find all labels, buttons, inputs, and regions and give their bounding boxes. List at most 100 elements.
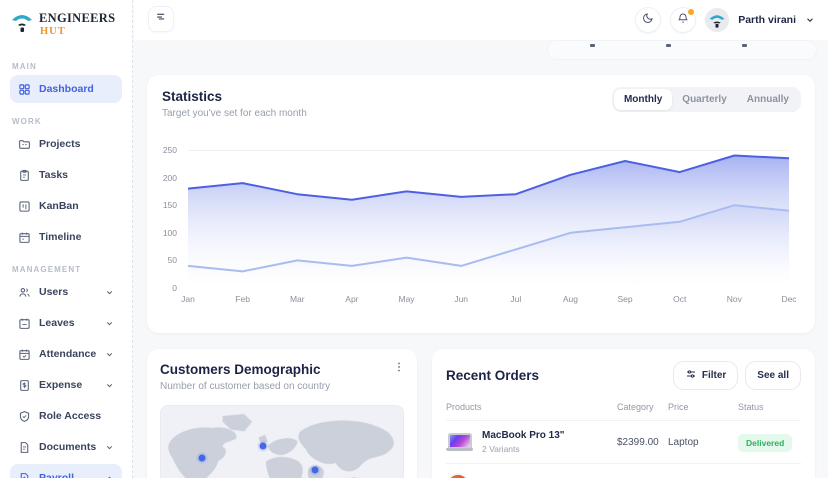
kebab-menu-icon[interactable]: [393, 361, 405, 373]
sidebar-item-users[interactable]: Users: [10, 278, 122, 306]
sidebar-item-tasks[interactable]: Tasks: [10, 161, 122, 189]
map-marker-united-states[interactable]: [198, 454, 206, 462]
y-axis-tick: 150: [162, 200, 177, 211]
demographic-card: Customers Demographic Number of customer…: [147, 349, 417, 478]
sidebar-item-dashboard[interactable]: Dashboard: [10, 75, 122, 103]
product-variants: 2 Variants: [482, 444, 520, 454]
x-axis-tick: Aug: [562, 294, 579, 304]
see-all-button[interactable]: See all: [745, 361, 801, 390]
x-axis-tick: Apr: [345, 294, 359, 304]
shield-check-icon: [18, 410, 31, 423]
tab-quarterly[interactable]: Quarterly: [682, 94, 727, 105]
topbar: Parth virani: [134, 0, 828, 40]
y-axis-tick: 50: [167, 255, 177, 266]
filter-button[interactable]: Filter: [672, 361, 739, 390]
chevron-down-icon: [105, 319, 114, 328]
x-axis-tick: Jan: [181, 294, 195, 304]
scrolled-card-peek: [547, 40, 817, 60]
order-row[interactable]: Apple Watch Ultra: [446, 464, 801, 478]
statistics-card: Statistics Target you've set for each mo…: [147, 75, 815, 333]
calendar-check-icon: [18, 348, 31, 361]
x-axis-tick: Jun: [454, 294, 469, 304]
sidebar-toggle-button[interactable]: [148, 6, 174, 32]
dark-mode-button[interactable]: [635, 7, 662, 33]
x-axis-tick: Oct: [673, 294, 687, 304]
sidebar: ENGINEERS HUT MAIN Dashboard WORK Projec…: [0, 0, 133, 478]
tab-monthly[interactable]: Monthly: [613, 89, 673, 110]
sidebar-item-label: Projects: [39, 138, 81, 150]
chevron-down-icon: [105, 288, 114, 297]
sidebar-item-leaves[interactable]: Leaves: [10, 309, 122, 337]
sidebar-item-projects[interactable]: Projects: [10, 130, 122, 158]
sidebar-item-label: Documents: [39, 441, 97, 453]
clipboard-icon: [18, 169, 31, 182]
product-name: MacBook Pro 13": [482, 430, 565, 441]
avatar[interactable]: [705, 8, 730, 32]
map-marker-india[interactable]: [311, 466, 319, 474]
sidebar-item-label: Role Access: [39, 410, 102, 422]
sidebar-item-label: KanBan: [39, 200, 79, 212]
folder-icon: [18, 138, 31, 151]
brand-logo[interactable]: ENGINEERS HUT: [10, 8, 132, 48]
calendar-icon: [18, 231, 31, 244]
sidebar-item-label: Leaves: [39, 317, 75, 329]
sidebar-item-label: Dashboard: [39, 83, 94, 95]
x-axis-tick: Jul: [510, 294, 522, 304]
col-price: Price: [668, 402, 689, 412]
filter-label: Filter: [701, 370, 727, 381]
chevron-up-icon: [105, 474, 114, 478]
y-axis-tick: 0: [172, 283, 177, 293]
macbook-thumb: [446, 432, 473, 452]
sidebar-item-label: Attendance: [39, 348, 97, 360]
chevron-down-icon: [105, 350, 114, 359]
order-row[interactable]: MacBook Pro 13" 2 Variants $2399.00 Lapt…: [446, 421, 801, 464]
sidebar-item-label: Users: [39, 286, 69, 298]
users-icon: [18, 286, 31, 299]
y-axis-tick: 200: [162, 172, 177, 183]
x-axis-tick: Sep: [617, 294, 633, 304]
invoice-icon: [18, 472, 31, 478]
y-axis-tick: 100: [162, 227, 177, 238]
world-map-graphic: [167, 413, 395, 478]
see-all-label: See all: [757, 370, 789, 381]
notification-badge: [688, 9, 695, 15]
section-label-work: WORK: [12, 117, 42, 126]
chevron-down-icon: [105, 443, 114, 452]
map-marker-united-kingdom[interactable]: [259, 442, 267, 450]
brand-name-2: HUT: [40, 25, 66, 37]
x-axis-tick: Dec: [781, 294, 797, 304]
orders-title: Recent Orders: [446, 368, 540, 383]
x-axis-tick: Nov: [726, 294, 742, 304]
sidebar-item-expense[interactable]: Expense: [10, 371, 122, 399]
apple-watch-thumb: [446, 473, 470, 478]
receipt-dollar-icon: [18, 379, 31, 392]
demographic-subtitle: Number of customer based on country: [160, 381, 331, 392]
col-status: Status: [738, 402, 764, 412]
recent-orders-card: Recent Orders Filter See all Products Ca…: [432, 349, 815, 478]
sliders-icon: [685, 368, 697, 383]
x-axis-tick: Feb: [235, 294, 250, 304]
x-axis-tick: May: [398, 294, 415, 304]
house-roof-icon: [12, 15, 32, 32]
order-category: Laptop: [668, 436, 699, 448]
chevron-down-icon: [105, 381, 114, 390]
order-price: $2399.00: [617, 436, 659, 448]
notifications-button[interactable]: [670, 7, 697, 33]
sidebar-item-attendance[interactable]: Attendance: [10, 340, 122, 368]
sidebar-item-documents[interactable]: Documents: [10, 433, 122, 461]
user-name[interactable]: Parth virani: [738, 14, 796, 26]
tab-annually[interactable]: Annually: [746, 94, 789, 105]
sidebar-item-timeline[interactable]: Timeline: [10, 223, 122, 251]
section-label-management: MANAGEMENT: [12, 265, 82, 274]
avatar-logo-icon: [709, 14, 725, 28]
moon-icon: [642, 11, 654, 29]
chevron-down-icon[interactable]: [805, 15, 815, 25]
section-label-main: MAIN: [12, 62, 37, 71]
kanban-icon: [18, 200, 31, 213]
world-map: [160, 405, 404, 478]
sidebar-item-payroll[interactable]: Payroll: [10, 464, 122, 478]
sidebar-item-kanban[interactable]: KanBan: [10, 192, 122, 220]
sidebar-item-role-access[interactable]: Role Access: [10, 402, 122, 430]
period-tabs: Monthly Quarterly Annually: [611, 87, 801, 112]
main-area: Parth virani Statistics Target you've se…: [134, 0, 828, 478]
